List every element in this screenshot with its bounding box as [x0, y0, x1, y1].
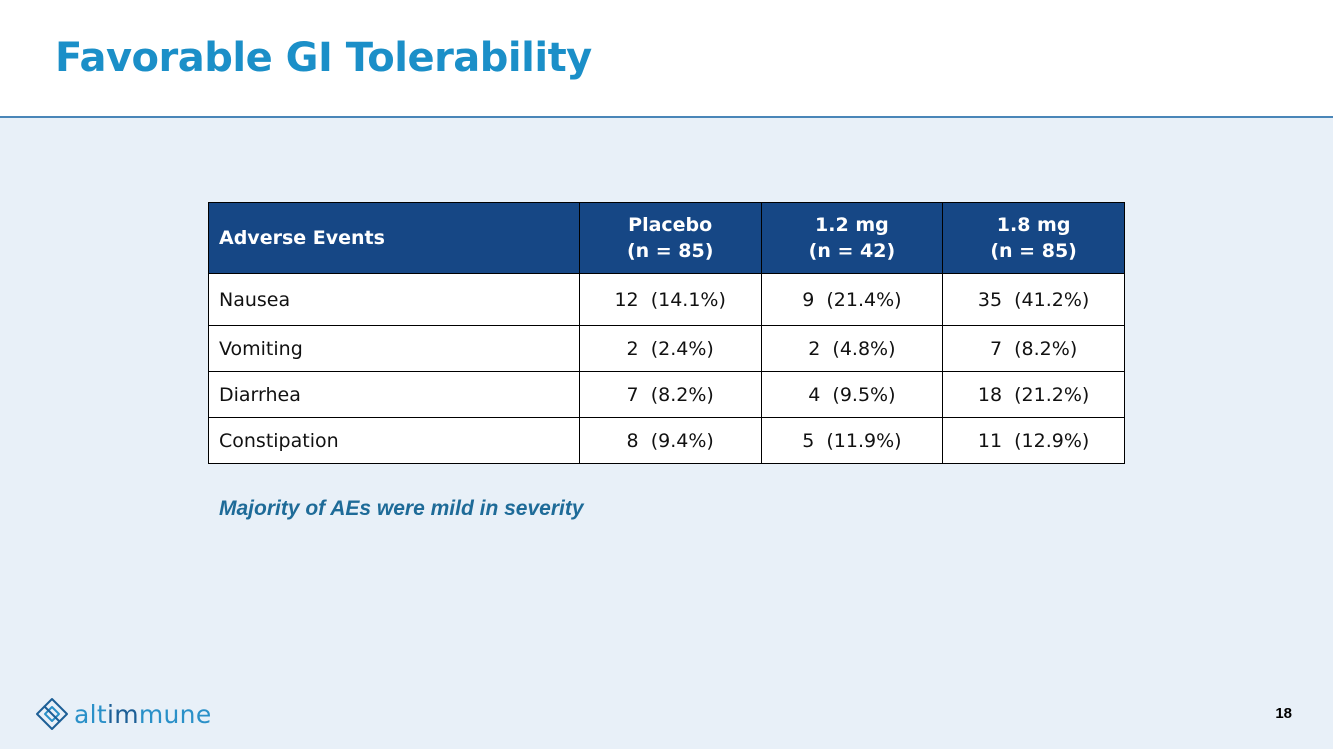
footnote: Majority of AEs were mild in severity — [219, 497, 584, 520]
logo-wordmark: altimmune — [74, 699, 212, 729]
table-row: Nausea 12 (14.1%) 9 (21.4%) 35 (41.2%) — [208, 273, 1125, 326]
adverse-events-table: Adverse Events Placebo (n = 85) 1.2 mg (… — [208, 202, 1125, 464]
table-row: Vomiting 2 (2.4%) 2 (4.8%) 7 (8.2%) — [208, 325, 1125, 372]
header-adverse-events: Adverse Events — [208, 202, 580, 274]
slide-title: Favorable GI Tolerability — [55, 35, 592, 81]
table-header-row: Adverse Events Placebo (n = 85) 1.2 mg (… — [208, 202, 1125, 274]
altimmune-diamond-icon — [36, 698, 68, 730]
dose-1-8-cell: 7 (8.2%) — [942, 325, 1125, 372]
dose-1-2-cell: 2 (4.8%) — [760, 325, 944, 372]
placebo-cell: 2 (2.4%) — [578, 325, 762, 372]
event-cell: Constipation — [208, 417, 580, 464]
dose-1-2-cell: 4 (9.5%) — [760, 371, 944, 418]
event-cell: Vomiting — [208, 325, 580, 372]
event-cell: Nausea — [208, 273, 580, 326]
header-1-8-mg: 1.8 mg (n = 85) — [942, 202, 1125, 274]
company-logo: altimmune — [35, 697, 212, 731]
event-cell: Diarrhea — [208, 371, 580, 418]
dose-1-2-cell: 9 (21.4%) — [760, 273, 944, 326]
page-number: 18 — [1275, 705, 1292, 722]
table-row: Diarrhea 7 (8.2%) 4 (9.5%) 18 (21.2%) — [208, 371, 1125, 418]
placebo-cell: 12 (14.1%) — [578, 273, 762, 326]
table-row: Constipation 8 (9.4%) 5 (11.9%) 11 (12.9… — [208, 417, 1125, 464]
header-placebo: Placebo (n = 85) — [578, 202, 762, 274]
dose-1-8-cell: 35 (41.2%) — [942, 273, 1125, 326]
header-1-2-mg: 1.2 mg (n = 42) — [760, 202, 944, 274]
dose-1-8-cell: 18 (21.2%) — [942, 371, 1125, 418]
dose-1-8-cell: 11 (12.9%) — [942, 417, 1125, 464]
placebo-cell: 8 (9.4%) — [578, 417, 762, 464]
placebo-cell: 7 (8.2%) — [578, 371, 762, 418]
title-bar: Favorable GI Tolerability — [0, 0, 1333, 118]
dose-1-2-cell: 5 (11.9%) — [760, 417, 944, 464]
